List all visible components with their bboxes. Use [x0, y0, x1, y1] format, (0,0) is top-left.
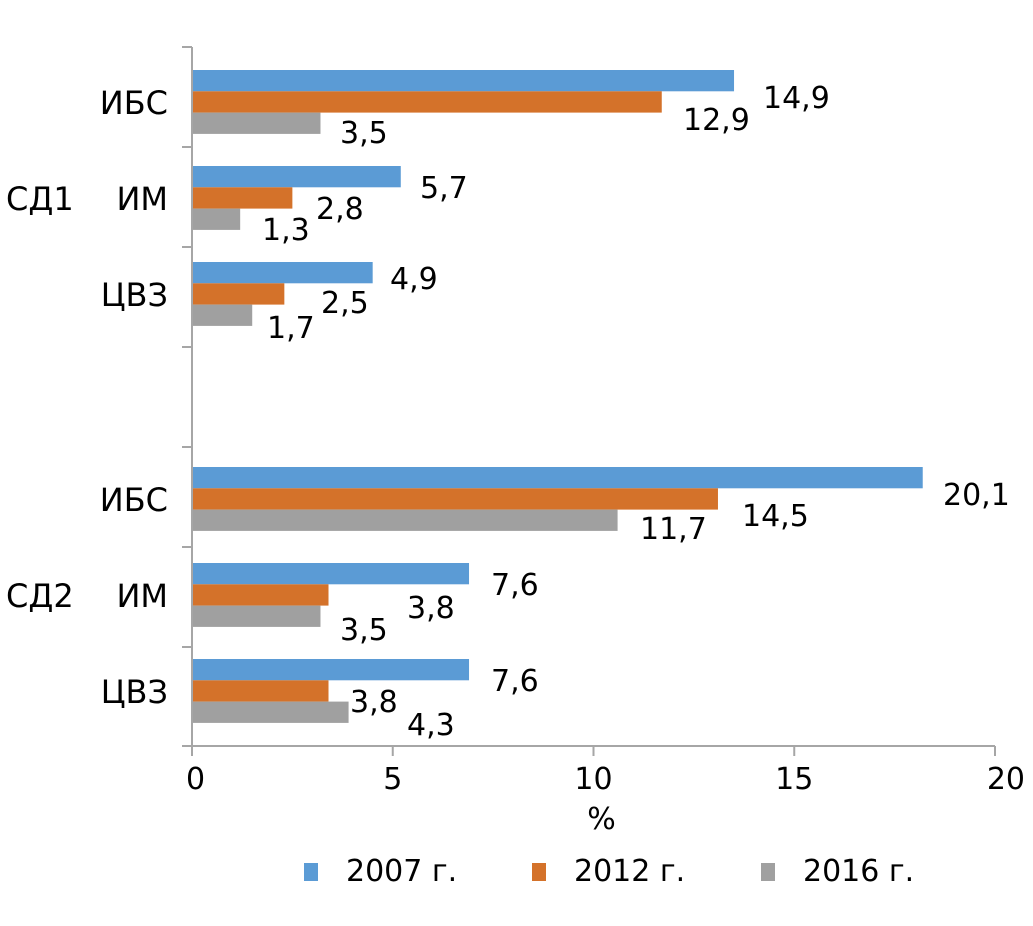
x-tick-label: 10: [574, 762, 612, 797]
data-label: 14,9: [763, 81, 830, 116]
category-labels: ИБС ИМ ЦВЗ СД1 ИБС ИМ ЦВЗ СД2: [6, 84, 168, 711]
data-label: 4,9: [390, 262, 438, 297]
legend-swatch: [761, 863, 775, 881]
data-label: 12,9: [683, 103, 750, 138]
bar-СД2-ИБС-2007 г.: [193, 467, 923, 489]
data-label: 3,8: [407, 591, 455, 626]
x-axis-title: %: [587, 802, 616, 837]
bar-СД2-ИМ-2012 г.: [193, 584, 329, 606]
category-label: ЦВЗ: [101, 673, 168, 711]
data-label: 3,5: [340, 116, 388, 151]
category-label: ИМ: [116, 180, 168, 218]
bar-СД2-ИМ-2007 г.: [193, 563, 470, 585]
x-tick-label: 0: [186, 762, 205, 797]
bars: [193, 70, 923, 723]
legend: 2007 г. 2012 г. 2016 г.: [304, 854, 914, 889]
data-label: 7,6: [491, 568, 539, 603]
data-label: 1,3: [262, 213, 310, 248]
bar-СД1-ИБС-2016 г.: [193, 112, 321, 134]
data-label: 3,8: [350, 685, 398, 720]
data-label: 7,6: [491, 664, 539, 699]
bar-СД2-ИМ-2016 г.: [193, 605, 321, 627]
category-label: ИБС: [100, 481, 168, 519]
bar-СД1-ЦВЗ-2016 г.: [193, 304, 253, 326]
axes: 0 5 10 15 20%: [182, 46, 1025, 837]
data-labels: 14,9 12,9 3,5 5,7 2,81,3 4,9 2,51,7 20,1 14,5 11,…: [262, 81, 1010, 743]
bar-СД2-ЦВЗ-2007 г.: [193, 659, 470, 681]
category-label: ИМ: [116, 577, 168, 615]
bar-СД1-ИМ-2007 г.: [193, 166, 401, 188]
bar-СД1-ИБС-2007 г.: [193, 70, 735, 92]
bar-СД1-ИМ-2016 г.: [193, 208, 241, 230]
data-label: 14,5: [742, 499, 809, 534]
bar-СД2-ЦВЗ-2016 г.: [193, 701, 349, 723]
x-tick-label: 15: [775, 762, 813, 797]
category-label: ИБС: [100, 84, 168, 122]
x-tick-label: 5: [383, 762, 402, 797]
bar-СД2-ИБС-2012 г.: [193, 488, 718, 510]
data-label: 3,5: [340, 613, 388, 648]
data-label: 11,7: [640, 512, 707, 547]
x-tick-label: 20: [987, 762, 1025, 797]
bar-СД1-ЦВЗ-2007 г.: [193, 262, 373, 284]
category-label: ЦВЗ: [101, 276, 168, 314]
bar-СД1-ЦВЗ-2012 г.: [193, 283, 285, 305]
data-label: 5,7: [420, 171, 468, 206]
group-label: СД2: [6, 577, 74, 615]
bar-СД2-ЦВЗ-2012 г.: [193, 680, 329, 702]
legend-label: 2012 г.: [574, 854, 685, 889]
data-label: 4,3: [407, 708, 455, 743]
data-label: 20,1: [943, 478, 1010, 513]
bar-СД1-ИМ-2012 г.: [193, 187, 293, 209]
legend-swatch: [532, 863, 546, 881]
group-label: СД1: [6, 180, 74, 218]
data-label: 2,5: [321, 286, 369, 321]
bar-СД2-ИБС-2016 г.: [193, 509, 618, 531]
bar-СД1-ИБС-2012 г.: [193, 91, 662, 113]
legend-label: 2016 г.: [803, 854, 914, 889]
data-label: 2,8: [316, 192, 364, 227]
data-label: 1,7: [267, 311, 315, 346]
legend-label: 2007 г.: [346, 854, 457, 889]
legend-swatch: [304, 863, 318, 881]
